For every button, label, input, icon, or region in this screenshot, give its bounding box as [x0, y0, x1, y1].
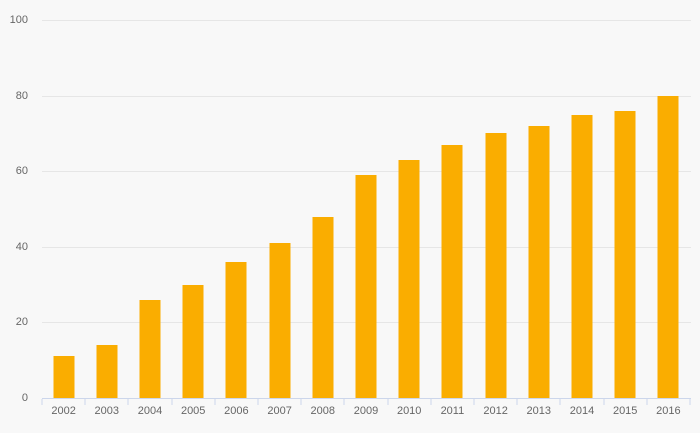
x-axis-label: 2006 — [224, 405, 249, 417]
x-axis-tick — [84, 399, 86, 405]
x-axis-tick — [343, 399, 345, 405]
x-axis-tick — [430, 399, 432, 405]
x-axis-label: 2003 — [94, 405, 120, 417]
bar-2004[interactable] — [139, 299, 161, 398]
x-axis-tick — [171, 399, 173, 405]
x-axis-label: 2009 — [353, 405, 379, 417]
x-axis-label: 2015 — [612, 405, 638, 417]
x-axis-tick — [387, 399, 389, 405]
x-axis-label: 2010 — [396, 405, 422, 417]
bar-2002[interactable] — [53, 356, 75, 398]
x-axis-label: 2016 — [656, 405, 681, 417]
bar-2003[interactable] — [96, 345, 118, 398]
x-axis-tick — [603, 399, 605, 405]
x-axis-label: 2013 — [526, 405, 552, 417]
bar-2012[interactable] — [485, 133, 507, 398]
x-axis-label: 2002 — [51, 405, 76, 417]
gridline — [42, 20, 691, 21]
y-axis-label: 60 — [15, 165, 28, 177]
x-axis-label: 2005 — [180, 405, 206, 417]
x-axis-tick — [127, 399, 129, 405]
x-axis-tick — [689, 399, 691, 405]
bar-2014[interactable] — [571, 114, 593, 398]
y-axis-label: 0 — [21, 392, 28, 404]
bar-2005[interactable] — [182, 284, 204, 398]
x-axis-label: 2012 — [483, 405, 508, 417]
x-axis-tick — [646, 399, 648, 405]
y-axis-label: 40 — [15, 241, 28, 253]
gridline — [42, 171, 691, 172]
x-axis-tick — [300, 399, 302, 405]
bar-2010[interactable] — [398, 159, 420, 398]
x-axis-tick — [214, 399, 216, 405]
gridline — [42, 96, 691, 97]
y-axis-label: 20 — [15, 316, 28, 328]
bar-2009[interactable] — [355, 174, 377, 398]
bar-2016[interactable] — [657, 95, 679, 398]
x-axis-tick — [473, 399, 475, 405]
y-axis-label: 80 — [15, 90, 28, 102]
bar-2008[interactable] — [312, 216, 334, 398]
x-axis-tick — [559, 399, 561, 405]
x-axis-label: 2008 — [310, 405, 336, 417]
bar-2011[interactable] — [441, 144, 463, 398]
x-axis-label: 2007 — [267, 405, 292, 417]
bar-2015[interactable] — [614, 110, 636, 398]
x-axis-label: 2011 — [440, 405, 465, 417]
x-axis-tick — [41, 399, 43, 405]
bar-2013[interactable] — [528, 125, 550, 398]
y-axis-label: 100 — [9, 14, 28, 26]
bar-2006[interactable] — [225, 261, 247, 398]
x-axis-tick — [516, 399, 518, 405]
x-axis-label: 2004 — [137, 405, 163, 417]
x-axis-line — [42, 398, 691, 399]
x-axis-label: 2014 — [569, 405, 595, 417]
bar-2007[interactable] — [269, 243, 291, 398]
plot-area — [42, 20, 690, 398]
x-axis-tick — [257, 399, 259, 405]
